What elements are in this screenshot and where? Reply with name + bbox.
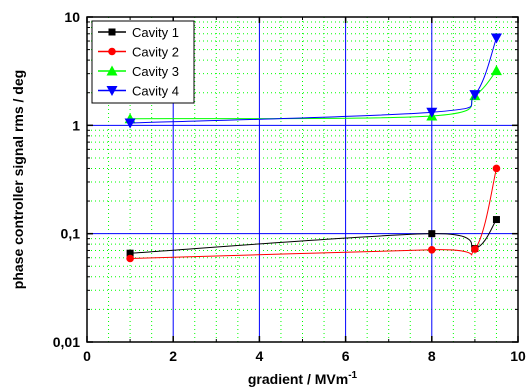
x-tick-label: 8 <box>428 348 436 364</box>
x-axis-label: gradient / MVm-1 <box>248 370 358 387</box>
data-point <box>490 65 502 76</box>
x-axis-label-superscript: -1 <box>348 370 357 381</box>
series-4 <box>124 33 502 129</box>
legend-label: Cavity 4 <box>132 84 179 99</box>
legend-item: Cavity 2 <box>98 45 179 60</box>
series-line <box>130 168 497 259</box>
x-tick-label: 4 <box>256 348 264 364</box>
data-point <box>490 33 502 44</box>
x-tick-label: 10 <box>510 348 526 364</box>
x-tick-label: 0 <box>83 348 91 364</box>
data-point <box>469 90 481 101</box>
data-point <box>126 254 134 263</box>
legend-marker <box>108 47 116 56</box>
legend-label: Cavity 3 <box>132 64 179 79</box>
y-tick-label: 1 <box>72 117 80 133</box>
legend-item: Cavity 1 <box>98 25 179 40</box>
data-point <box>492 216 500 224</box>
data-point <box>492 164 501 173</box>
legend-marker <box>108 28 116 36</box>
tick-labels: 0 2 4 6 8 10 0,01 0,1 1 10 <box>53 9 526 364</box>
legend-item: Cavity 3 <box>98 64 179 79</box>
y-tick-label: 0,01 <box>53 334 80 350</box>
x-tick-label: 2 <box>169 348 177 364</box>
y-tick-label: 10 <box>64 9 80 25</box>
data-point <box>471 245 479 253</box>
major-grid <box>87 17 518 342</box>
data-point <box>126 249 134 257</box>
data-point <box>426 107 438 118</box>
legend-label: Cavity 2 <box>132 45 179 60</box>
data-point <box>428 245 436 254</box>
legend-marker <box>106 86 118 96</box>
data-point <box>124 118 136 129</box>
legend-item: Cavity 4 <box>98 84 179 99</box>
x-tick-label: 6 <box>342 348 350 364</box>
series-layer <box>124 33 502 263</box>
legend-marker <box>106 65 118 76</box>
legend: Cavity 1 Cavity 2 Cavity 3 Cavity 4 <box>91 20 195 104</box>
data-point <box>428 230 436 238</box>
y-axis-label: phase controller signal rms / deg <box>10 70 26 289</box>
x-axis-label-text: gradient / MVm <box>248 371 348 387</box>
series-2 <box>126 164 501 263</box>
y-tick-label: 0,1 <box>61 226 81 242</box>
legend-label: Cavity 1 <box>132 25 179 40</box>
